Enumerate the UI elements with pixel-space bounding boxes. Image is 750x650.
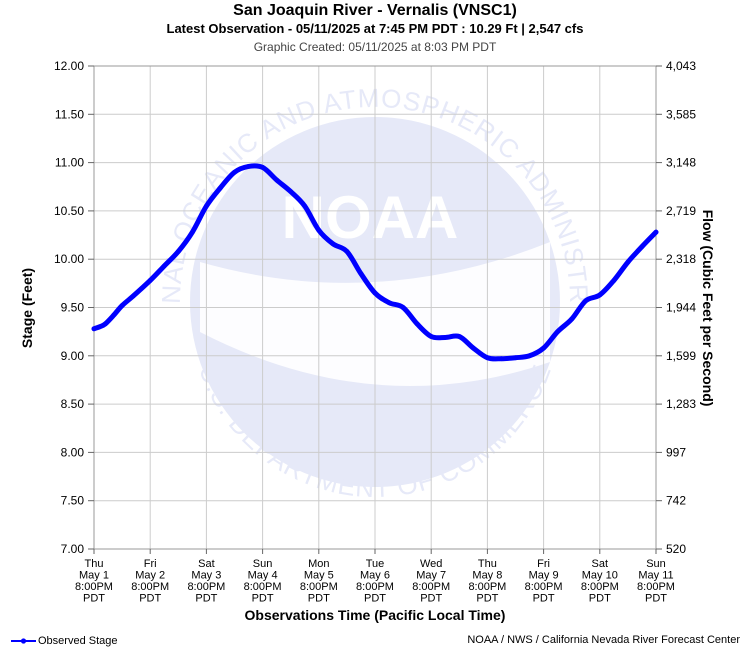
y2-tick-label: 2,318 [666,252,696,266]
data-point [189,229,195,235]
y-tick-label: 11.50 [55,107,84,121]
x-tick-label: Wed May 7 8:00PM PDT [412,558,450,605]
y-tick-label: 7.50 [61,494,85,508]
data-point [569,316,575,322]
data-point [639,244,645,250]
data-point [288,189,294,194]
x-axis-label: Observations Time (Pacific Local Time) [245,607,506,623]
series-group [91,163,659,362]
y-tick-label: 9.00 [61,349,85,363]
grid-lines [93,65,657,550]
data-point [653,229,659,235]
chart-title: San Joaquin River - Vernalis (VNSC1) [233,2,517,19]
data-point [330,241,336,247]
data-point [485,355,490,361]
y-tick-label: 8.00 [61,445,85,459]
y-tick-label: 9.50 [61,301,85,315]
y-tick-label: 10.00 [54,252,84,266]
credit: NOAA / NWS / California Nevada River For… [467,634,740,646]
y-tick-label: 7.00 [61,542,85,556]
data-point [442,335,448,340]
y2-tick-label: 520 [666,542,686,556]
x-tick-label: Fri May 9 8:00PM PDT [525,558,563,605]
x-tick-label: Tue May 6 8:00PM PDT [356,558,394,605]
x-tick-label: Thu May 1 8:00PM PDT [75,558,113,605]
data-point [316,227,322,233]
y-axis-label: Stage (Feet) [19,268,35,348]
y-tick-label: 11.00 [55,156,84,170]
data-point [499,356,504,362]
data-point [218,185,223,191]
y2-tick-label: 1,599 [666,349,696,363]
y2-axis-label: Flow (Cubic Feet per Second) [700,210,716,407]
x-axis-ticks: Thu May 1 8:00PM PDT Fri May 2 8:00PM PDT Sat May… [75,549,675,605]
y2-tick-label: 997 [666,445,686,459]
data-point [583,298,589,304]
legend-label: Observed Stage [38,635,118,647]
data-point [358,271,364,277]
data-point [527,353,532,359]
x-tick-label: Sun May 4 8:00PM PDT [244,558,282,605]
data-point [204,203,209,209]
data-point [541,345,546,351]
data-point [597,292,603,298]
x-tick-label: Fri May 2 8:00PM PDT [131,558,169,605]
data-point [428,334,434,339]
y2-tick-label: 4,043 [666,59,696,73]
data-point [91,326,97,332]
y2-tick-label: 2,719 [666,204,696,218]
data-point [260,165,265,170]
data-point [302,203,308,209]
y2-tick-label: 1,944 [666,301,696,315]
x-tick-label: Sun May 11 8:00PM PDT [637,558,675,605]
y-tick-label: 10.50 [54,204,84,218]
data-point [400,305,406,310]
watermark-noaa-text: NOAA [282,184,459,251]
x-tick-label: Sat May 10 8:00PM PDT [581,558,619,605]
data-point [161,263,167,269]
data-point [555,329,561,335]
x-tick-label: Mon May 5 8:00PM PDT [300,558,338,605]
y2-tick-label: 742 [666,494,686,508]
data-point [130,293,136,299]
latest-observation: Latest Observation - 05/11/2025 at 7:45 … [166,21,584,36]
graphic-created: Graphic Created: 05/11/2025 at 8:03 PM P… [253,40,497,54]
legend-line-icon [11,638,36,644]
data-point [119,303,125,308]
y-tick-label: 12.00 [54,59,84,73]
data-point [386,300,392,306]
data-point [246,164,251,169]
data-point [232,169,237,175]
y2-tick-label: 3,148 [666,156,696,170]
y2-tick-label: 3,585 [666,107,696,121]
data-point [344,249,350,254]
data-point [456,334,462,339]
data-point [414,321,420,327]
data-point [111,312,117,318]
data-point [625,259,631,265]
y-axis-ticks: 7.00 7.50 8.00 8.50 9.00 9.50 10.00 10.50 11.00 1… [54,59,94,556]
data-point [102,321,108,327]
y2-axis-ticks: 520 742 997 1,283 1,599 1,944 2,318 2,719 3,148 3… [656,59,696,556]
noaa-watermark: NATIONAL OCEANIC AND ATMOSPHERIC ADMINIS… [0,0,593,503]
data-point [372,290,378,296]
x-tick-label: Sat May 3 8:00PM PDT [187,558,225,605]
data-point [147,278,153,283]
data-point [611,278,617,283]
data-point [470,345,476,351]
data-point [97,324,103,330]
x-tick-label: Thu May 8 8:00PM PDT [468,558,506,605]
legend: Observed Stage [10,635,118,647]
data-point [513,355,518,361]
data-point [175,249,181,254]
y-tick-label: 8.50 [61,397,85,411]
data-point [274,177,280,183]
y2-tick-label: 1,283 [666,397,696,411]
